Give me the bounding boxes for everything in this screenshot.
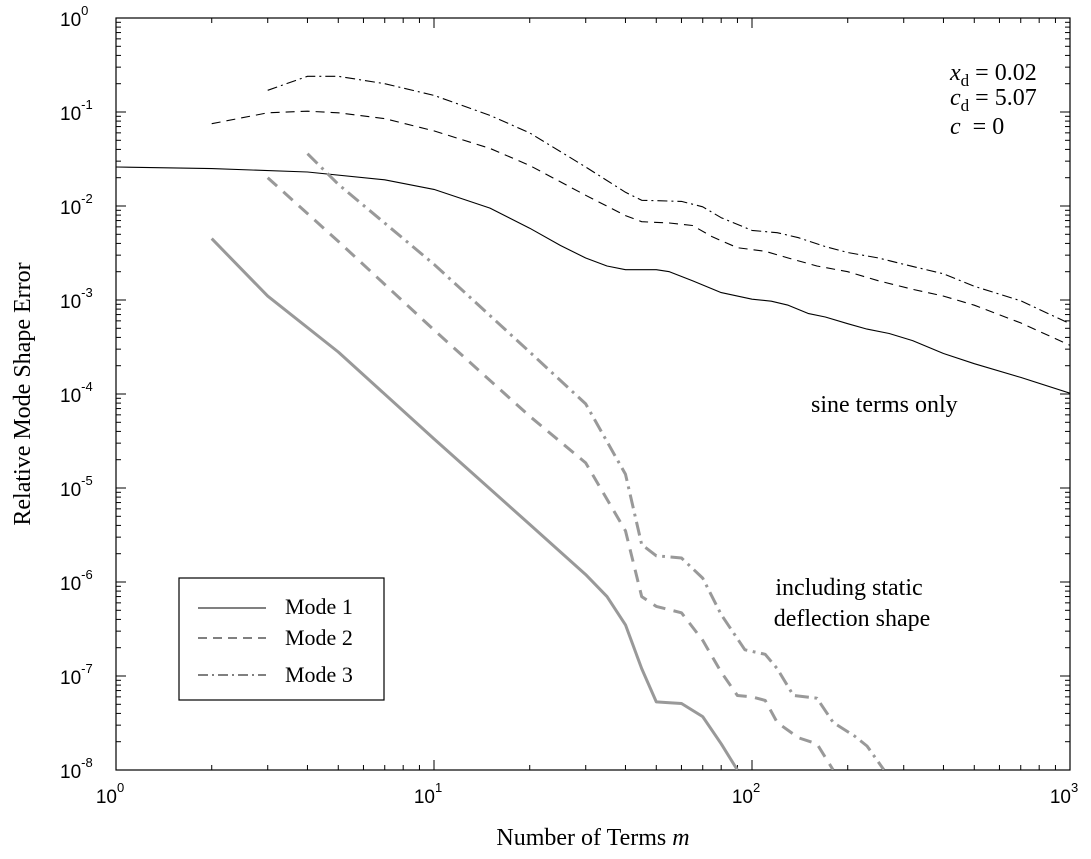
parameter-block: xd = 0.02 cd = 5.07 c = 0 — [949, 60, 1037, 140]
y-tick-label: 10-3 — [60, 285, 93, 313]
x-tick-label: 102 — [732, 780, 760, 808]
legend-label-mode-3: Mode 3 — [285, 662, 353, 687]
series-group — [116, 75, 1070, 770]
y-tick-label: 10-2 — [60, 191, 93, 219]
legend: Mode 1 Mode 2 Mode 3 — [178, 577, 385, 701]
series-line-static-mode-2 — [266, 176, 835, 770]
legend-label-mode-1: Mode 1 — [285, 594, 353, 619]
y-tick-label: 10-7 — [60, 661, 93, 689]
y-tick-label: 10-1 — [60, 97, 93, 125]
annotation-static-line2: deflection shape — [774, 606, 931, 632]
x-tick-label: 103 — [1050, 780, 1078, 808]
series-line-sine-mode-1 — [116, 166, 1070, 394]
y-tick-label: 10-8 — [60, 755, 93, 783]
y-tick-label: 10-6 — [60, 567, 93, 595]
axis-ticks: 100 101 102 103 100 10-1 10-2 10-3 10-4 10-5 10-6 1… — [60, 3, 1078, 808]
legend-box — [178, 577, 385, 701]
x-tick-label: 100 — [96, 780, 124, 808]
annotation-sine-terms: sine terms only — [811, 392, 958, 418]
series-line-static-mode-3 — [306, 152, 886, 770]
param-cd: cd = 5.07 — [950, 85, 1037, 115]
series-line-sine-mode-2 — [211, 110, 1070, 346]
y-tick-label: 10-4 — [60, 379, 93, 407]
series-line-sine-mode-3 — [267, 75, 1070, 325]
y-tick-label: 10-5 — [60, 473, 93, 501]
annotation-static-line1: including static — [775, 575, 922, 601]
legend-label-mode-2: Mode 2 — [285, 625, 353, 650]
y-axis-title: Relative Mode Shape Error — [10, 262, 36, 525]
series-line-static-mode-1 — [210, 237, 739, 770]
y-tick-label: 100 — [60, 3, 88, 31]
param-c: c = 0 — [950, 114, 1004, 140]
param-xd: xd = 0.02 — [949, 60, 1037, 90]
x-tick-label: 101 — [414, 780, 442, 808]
x-axis-title: Number of Terms m — [496, 825, 689, 851]
